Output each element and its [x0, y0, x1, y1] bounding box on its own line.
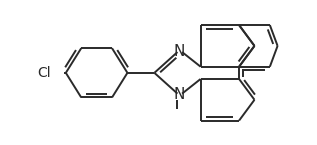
- Text: N: N: [173, 87, 185, 102]
- Text: N: N: [173, 44, 185, 59]
- Text: Cl: Cl: [38, 66, 51, 80]
